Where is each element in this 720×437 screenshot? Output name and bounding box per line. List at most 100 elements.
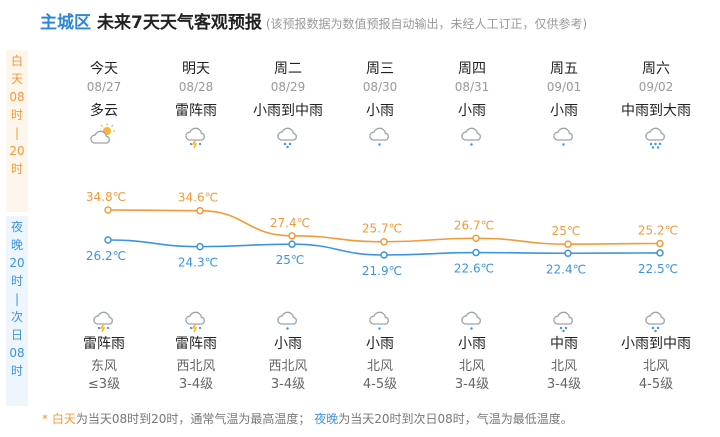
data-point <box>104 236 112 244</box>
side-label-char: 时 <box>10 108 23 122</box>
data-label: 25℃ <box>552 224 581 238</box>
data-label: 22.5℃ <box>638 262 678 276</box>
light-rain-icon-graphic <box>369 311 389 330</box>
side-label-char: 晚 <box>10 238 23 252</box>
wind-level: ≤3级 <box>87 377 121 392</box>
footnote-night-desc: 为当天20时到次日08时，气温为最低温度。 <box>338 412 573 426</box>
date: 09/02 <box>638 80 674 94</box>
page-header: 主城区 未来7天天气客观预报 (该预报数据为数值预报自动输出，未经人工订正，仅供… <box>40 8 588 33</box>
side-label-char: 日 <box>10 328 23 342</box>
light-rain-icon <box>426 122 518 150</box>
moderate-rain-icon-graphic <box>553 311 573 333</box>
data-point <box>196 242 204 251</box>
moderate-rain-icon <box>518 306 610 334</box>
moderate-rain-icon-graphic <box>645 311 665 333</box>
date: 09/01 <box>546 80 582 94</box>
heavy-rain-icon-graphic <box>645 127 665 149</box>
date: 08/29 <box>270 80 306 94</box>
night-condition: 小雨 <box>366 336 394 352</box>
data-point <box>380 251 388 259</box>
wind-direction: 北风 <box>642 359 669 374</box>
light-rain-icon <box>242 306 334 334</box>
light-rain-icon <box>334 306 426 334</box>
wind-level: 3-4级 <box>178 377 214 392</box>
partly-cloudy-icon <box>58 122 150 146</box>
day-condition: 小雨 <box>366 103 394 119</box>
light-rain-icon <box>426 306 518 334</box>
light-rain-icon-graphic <box>277 311 297 330</box>
day-condition: 小雨 <box>550 103 578 119</box>
date: 08/28 <box>178 80 214 94</box>
footnote-night-word: 夜晚 <box>314 412 339 426</box>
side-label-char: 次 <box>10 310 23 324</box>
data-label: 22.6℃ <box>454 262 494 276</box>
light-rain-icon <box>518 122 610 150</box>
data-point <box>564 249 572 258</box>
data-point <box>564 240 572 248</box>
light-rain-icon-graphic <box>461 127 481 146</box>
data-point <box>380 237 388 246</box>
night-condition: 小雨 <box>274 336 302 352</box>
data-label: 25.2℃ <box>638 223 678 237</box>
side-label-char: 时 <box>10 274 23 288</box>
side-label-char: 08 <box>9 346 25 360</box>
nighttime-label: 夜晚 20 时 | 次日 08 时 <box>6 216 28 406</box>
side-label-char: 天 <box>10 72 23 86</box>
wind-level: 3-4级 <box>546 377 582 392</box>
data-point <box>656 249 664 257</box>
date: 08/30 <box>362 80 398 94</box>
data-label: 26.7℃ <box>454 218 494 232</box>
wind-level: 3-4级 <box>270 377 306 392</box>
data-point <box>196 206 204 215</box>
side-label-char: 白 <box>10 54 23 68</box>
light-rain-icon-graphic <box>553 127 573 146</box>
side-label-char: | <box>14 126 20 140</box>
wind-direction: 北风 <box>458 359 485 374</box>
light-rain-icon-graphic <box>461 311 481 330</box>
data-label: 25.7℃ <box>362 222 402 236</box>
side-label-char: 08 <box>9 90 25 104</box>
day-name: 周二 <box>274 61 302 77</box>
light-rain-icon <box>334 122 426 150</box>
footnote-day-word: 白天 <box>51 412 76 426</box>
data-point <box>472 248 480 257</box>
wind-direction: 北风 <box>366 359 393 374</box>
moderate-rain-icon-graphic <box>277 127 297 149</box>
moderate-rain-icon <box>610 306 702 334</box>
wind-direction: 西北风 <box>268 359 308 374</box>
date: 08/27 <box>86 80 122 94</box>
data-point <box>656 239 664 248</box>
side-label-char: | <box>14 292 20 306</box>
side-label-char: 20 <box>9 144 25 158</box>
day-condition: 中雨到大雨 <box>621 103 691 119</box>
footnote-day-desc: 为当天08时到20时，通常气温为最高温度； <box>75 412 311 426</box>
day-name: 周六 <box>642 61 670 77</box>
wind-level: 4-5级 <box>638 377 674 392</box>
series-line-day <box>107 209 661 245</box>
night-condition: 雷阵雨 <box>175 336 217 352</box>
daytime-label: 白天 08 时 | 20 时 <box>6 50 28 212</box>
day-condition: 雷阵雨 <box>175 103 217 119</box>
data-label: 21.9℃ <box>362 264 402 278</box>
day-condition: 多云 <box>90 103 118 119</box>
wind-direction: 西北风 <box>176 359 216 374</box>
night-condition: 雷阵雨 <box>83 336 125 352</box>
data-point <box>288 240 296 248</box>
data-label: 34.8℃ <box>86 190 126 204</box>
side-label-char: 20 <box>9 256 25 270</box>
day-name: 明天 <box>182 61 210 77</box>
thunderstorm-icon-graphic <box>93 311 113 333</box>
data-label: 26.2℃ <box>86 249 126 263</box>
page-title: 未来7天天气客观预报 <box>97 13 262 33</box>
day-name: 今天 <box>90 61 118 77</box>
wind-level: 3-4级 <box>454 377 490 392</box>
wind-direction: 北风 <box>550 359 577 374</box>
side-label-char: 夜 <box>10 220 23 234</box>
moderate-rain-icon <box>242 122 334 150</box>
data-label: 34.6℃ <box>178 191 218 205</box>
disclaimer-note: (该预报数据为数值预报自动输出，未经人工订正，仅供参考) <box>265 17 588 31</box>
heavy-rain-icon <box>610 122 702 150</box>
date: 08/31 <box>454 80 490 94</box>
day-name: 周五 <box>550 61 578 77</box>
data-point <box>472 234 480 243</box>
